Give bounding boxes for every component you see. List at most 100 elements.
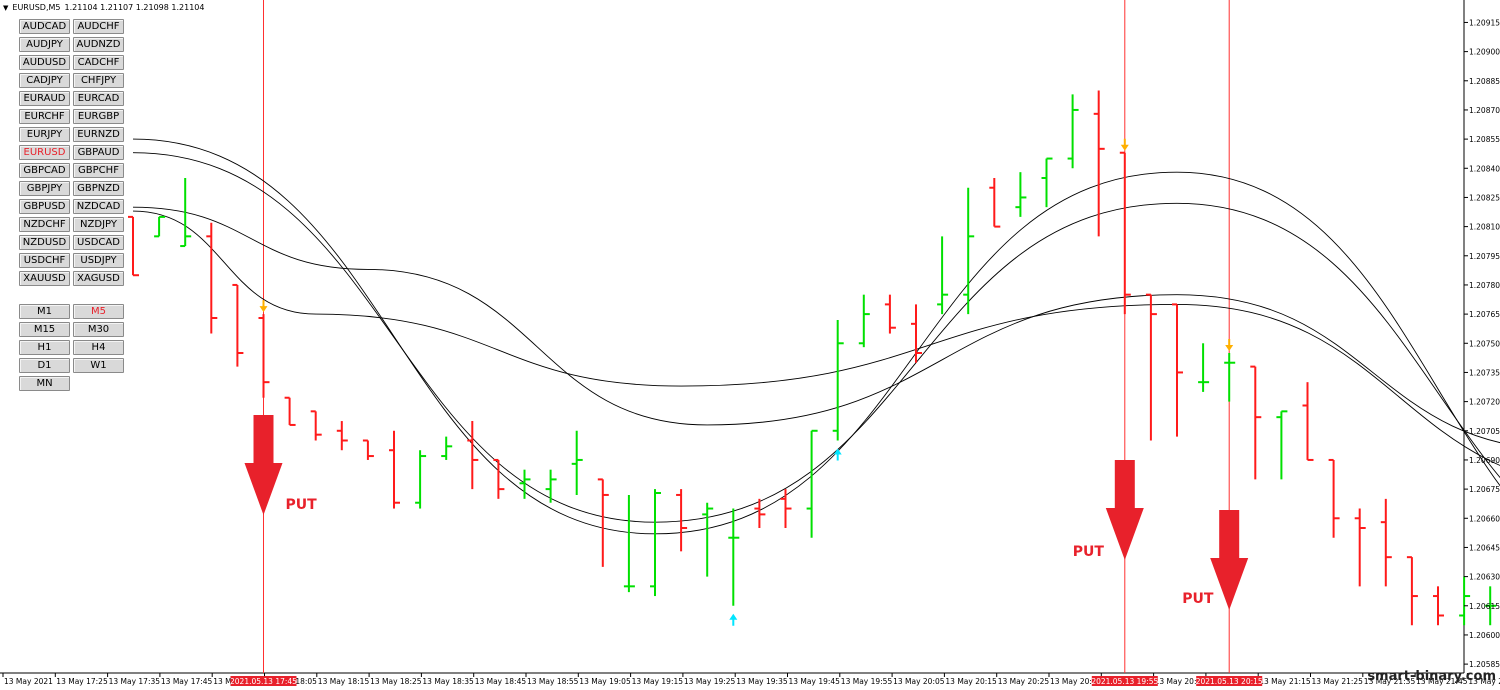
y-tick-label: 1.20645 [1469,543,1500,552]
ohlc-bar [1276,410,1288,480]
symbol-button-eurcad[interactable]: EURCAD [73,91,124,106]
ohlc-bar [884,294,896,334]
symbol-button-gbpusd[interactable]: GBPUSD [19,199,70,214]
symbol-button-gbpaud[interactable]: GBPAUD [73,145,124,160]
timeframe-button-m15[interactable]: M15 [19,322,70,337]
ohlc-bar [1172,303,1183,437]
symbol-button-nzdcad[interactable]: NZDCAD [73,199,124,214]
ohlc-bar [911,304,922,363]
symbol-button-gbpjpy[interactable]: GBPJPY [19,181,70,196]
x-tick-label: 13 May 20:35 [1050,677,1102,686]
ohlc-bar [650,489,661,597]
timeframe-button-h4[interactable]: H4 [73,340,124,355]
symbol-button-eurusd[interactable]: EURUSD [19,145,70,160]
timeframe-button-mn[interactable]: MN [19,376,70,391]
timeframe-button-m5[interactable]: M5 [73,304,124,319]
symbol-button-audnzd[interactable]: AUDNZD [73,37,124,52]
symbol-button-cadchf[interactable]: CADCHF [73,55,124,70]
ohlc-bar [1067,94,1079,169]
y-tick-label: 1.20780 [1469,281,1500,290]
y-tick-label: 1.20660 [1469,514,1500,523]
ohlc-bar [1380,498,1392,587]
put-arrow-icon [1210,510,1249,610]
x-tick-label: 13 May 18:15 [318,677,370,686]
symbol-button-audusd[interactable]: AUDUSD [19,55,70,70]
ohlc-bar [284,396,296,426]
ohlc-bar [937,236,949,315]
ohlc-bar [571,430,583,495]
ohlc-bar [806,429,818,538]
symbol-button-usdjpy[interactable]: USDJPY [73,253,124,268]
put-label: PUT [1073,544,1105,560]
x-tick-label: 13 May 17:35 [109,677,161,686]
x-tick-label: 13 May 2021 [4,677,53,686]
x-tick-label: 13 May 20:05 [893,677,945,686]
ohlc-bar [467,421,479,490]
symbol-button-eurjpy[interactable]: EURJPY [19,127,70,142]
buy-mark-icon [833,448,842,461]
put-label: PUT [286,497,318,513]
symbol-button-eurchf[interactable]: EURCHF [19,109,70,124]
ma-line-3 [132,206,1500,444]
timeframe-button-m1[interactable]: M1 [19,304,70,319]
put-label: PUT [1182,591,1214,607]
ohlc-bar [336,421,348,451]
ohlc-bar [493,458,505,499]
x-tick-label: 13 May 19:05 [579,677,631,686]
x-tick-label: 13 May 21:15 [1259,677,1311,686]
symbol-button-chfjpy[interactable]: CHFJPY [73,73,124,88]
symbol-button-usdcad[interactable]: USDCAD [73,235,124,250]
y-tick-label: 1.20720 [1469,398,1500,407]
symbol-button-audchf[interactable]: AUDCHF [73,19,124,34]
y-tick-label: 1.20690 [1469,456,1500,465]
ohlc-bar [754,498,766,528]
signal-marks [259,138,1234,626]
symbol-button-nzdjpy[interactable]: NZDJPY [73,217,124,232]
y-tick-label: 1.20750 [1469,339,1500,348]
x-tick-label: 13 May 18:55 [527,677,579,686]
symbol-button-nzdchf[interactable]: NZDCHF [19,217,70,232]
y-tick-label: 1.20600 [1469,631,1500,640]
symbol-button-xauusd[interactable]: XAUUSD [19,271,70,286]
symbol-button-usdchf[interactable]: USDCHF [19,253,70,268]
chevron-down-icon[interactable]: ▼ [3,3,9,12]
timeframe-button-h1[interactable]: H1 [19,340,70,355]
symbol-button-gbpcad[interactable]: GBPCAD [19,163,70,178]
symbol-button-cadjpy[interactable]: CADJPY [19,73,70,88]
x-tick-label: 13 May 18:35 [422,677,474,686]
timeframe-button-d1[interactable]: D1 [19,358,70,373]
ohlc-bar [1041,157,1053,208]
symbol-button-audcad[interactable]: AUDCAD [19,19,70,34]
ohlc-bar [258,314,270,398]
ohlc-bars [128,90,1497,626]
symbol-button-xagusd[interactable]: XAGUSD [73,271,124,286]
symbol-button-eurgbp[interactable]: EURGBP [73,109,124,124]
symbol-button-euraud[interactable]: EURAUD [19,91,70,106]
ohlc-bar [728,508,740,606]
x-tick-label: 13 May 17:45 [161,677,213,686]
symbol-button-gbpchf[interactable]: GBPCHF [73,163,124,178]
ohlc-bar [963,187,975,315]
ohlc-bar [832,319,844,441]
symbol-button-eurnzd[interactable]: EURNZD [73,127,124,142]
put-arrow-icon [244,415,283,515]
y-tick-label: 1.20825 [1469,193,1500,202]
x-tick-label: 13 May 20:25 [998,677,1050,686]
x-tick-label: 13 May 19:45 [789,677,841,686]
ohlc-bar [1354,508,1366,587]
ohlc-bar [232,283,244,367]
symbol-button-nzdusd[interactable]: NZDUSD [19,235,70,250]
ohlc-bar [154,215,166,238]
timeframe-button-m30[interactable]: M30 [73,322,124,337]
ma-line-2 [132,210,1500,466]
ohlc-bar [389,430,400,509]
symbol-button-gbpnzd[interactable]: GBPNZD [73,181,124,196]
moving-averages [132,138,1500,535]
y-tick-label: 1.20885 [1469,77,1500,86]
symbol-button-audjpy[interactable]: AUDJPY [19,37,70,52]
timeframe-button-w1[interactable]: W1 [73,358,124,373]
highlight-time-box [1091,676,1158,686]
ohlc-bar [1093,90,1105,237]
